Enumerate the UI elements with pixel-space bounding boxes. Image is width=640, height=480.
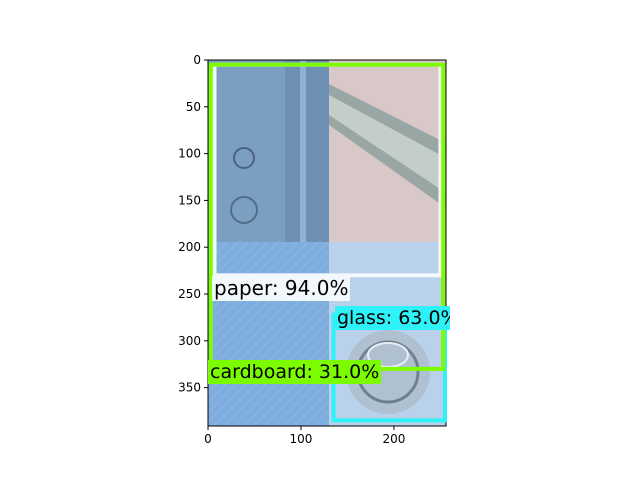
photo-image bbox=[208, 60, 446, 426]
x-tick-label: 100 bbox=[290, 432, 313, 446]
detection-label: glass: 63.0% bbox=[335, 306, 450, 330]
y-tick-label: 0 bbox=[193, 53, 201, 67]
y-tick-label: 350 bbox=[178, 381, 201, 395]
y-tick-label: 300 bbox=[178, 334, 201, 348]
y-tick-label: 250 bbox=[178, 287, 201, 301]
x-tick-label: 200 bbox=[382, 432, 405, 446]
y-tick-label: 200 bbox=[178, 240, 201, 254]
plot-frame bbox=[207, 59, 447, 427]
axis-ticks: 0 100 200 0 50 100 150 200 250 300 350 bbox=[178, 53, 405, 446]
detection-label: paper: 94.0% bbox=[212, 276, 351, 301]
y-tick-label: 50 bbox=[186, 100, 201, 114]
y-tick-label: 100 bbox=[178, 147, 201, 161]
detection-label: cardboard: 31.0% bbox=[208, 360, 382, 384]
y-tick-label: 150 bbox=[178, 193, 201, 207]
x-tick-label: 0 bbox=[204, 432, 212, 446]
